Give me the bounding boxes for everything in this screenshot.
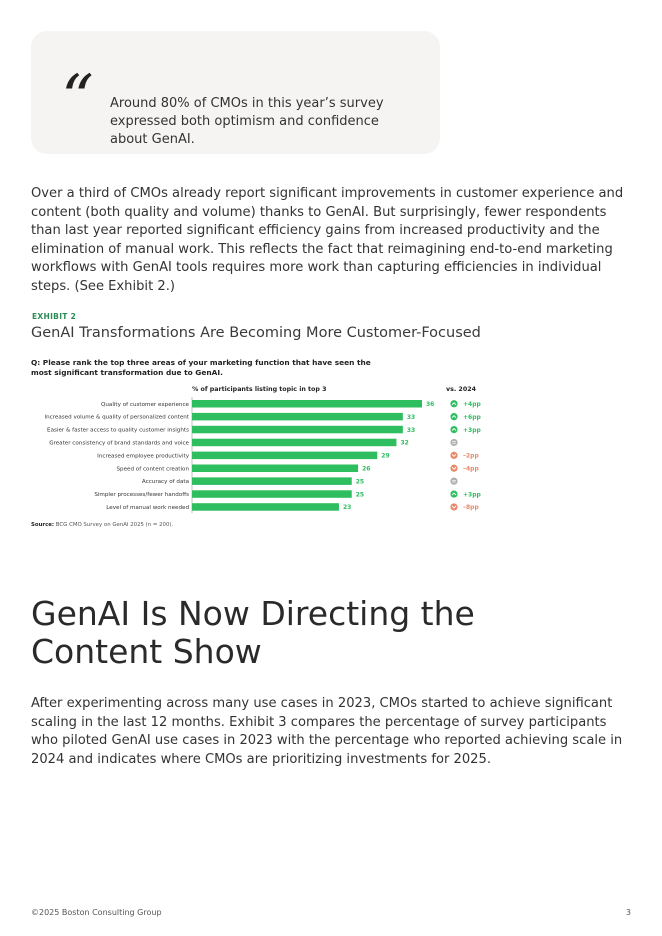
bar: [192, 400, 422, 408]
category-label: Easier & faster access to quality custom…: [47, 428, 189, 434]
change-label: +4pp: [463, 401, 481, 408]
category-label: Speed of content creation: [116, 466, 189, 472]
chart-change-header: vs. 2024: [446, 386, 477, 393]
bar: [192, 451, 378, 460]
exhibit-question: Q: Please rank the top three areas of yo…: [31, 358, 371, 377]
quote-mark: “: [61, 62, 94, 136]
category-label: Increased volume & quality of personaliz…: [44, 415, 189, 421]
section-heading: GenAI Is Now Directing the Content Show: [31, 594, 475, 671]
footer-copyright: ©2025 Boston Consulting Group: [31, 908, 162, 917]
quote-text: Around 80% of CMOs in this year’s survey…: [110, 96, 384, 147]
category-label: Level of manual work needed: [106, 505, 189, 511]
bar: [192, 425, 403, 434]
exhibit-title: GenAI Transformations Are Becoming More …: [31, 325, 481, 341]
bar: [192, 503, 339, 511]
chevron-up-icon: [451, 492, 457, 496]
data-label: 33: [407, 414, 415, 421]
change-label: +6pp: [463, 414, 481, 421]
data-label: 23: [343, 504, 351, 511]
exhibit-2: EXHIBIT 2 GenAI Transformations Are Beco…: [31, 310, 481, 528]
bar: [192, 464, 359, 472]
category-label: Increased employee productivity: [97, 453, 190, 459]
source-label: Source:: [31, 522, 55, 528]
change-label: –2pp: [463, 453, 479, 460]
body-paragraph-2: After experimenting across many use case…: [31, 696, 623, 767]
arrow-up-icon: [450, 425, 458, 434]
chevron-up-icon: [451, 427, 457, 431]
chevron-up-icon: [451, 415, 457, 418]
arrow-down-icon: [450, 503, 458, 511]
exhibit-label: EXHIBIT 2: [32, 312, 77, 321]
data-label: 29: [381, 453, 389, 460]
exhibit-source: Source: BCG CMO Survey on GenAI 2025 (n …: [31, 522, 173, 528]
chevron-down-icon: [451, 454, 457, 457]
source-text: BCG CMO Survey on GenAI 2025 (n = 200).: [54, 522, 174, 528]
body-paragraph-1: Over a third of CMOs already report sign…: [31, 186, 624, 294]
change-label: –8pp: [463, 504, 479, 511]
bar: [192, 412, 403, 421]
data-label: 32: [400, 440, 408, 447]
arrow-up-icon: [450, 413, 458, 421]
data-label: 33: [407, 427, 415, 434]
data-label: 36: [426, 401, 434, 408]
chevron-up-icon: [451, 402, 457, 406]
page-number: 3: [625, 908, 631, 917]
change-label: +3pp: [463, 427, 481, 434]
equal-icon: [450, 438, 458, 447]
chevron-down-icon: [451, 505, 457, 509]
category-label: Simpler processes/fewer handoffs: [94, 492, 189, 498]
bar-chart: % of participants listing topic in top 3…: [44, 386, 481, 514]
bar: [192, 438, 397, 447]
bar: [192, 477, 352, 485]
chevron-down-icon: [451, 466, 457, 470]
change-label: +3pp: [463, 491, 481, 498]
arrow-up-icon: [450, 400, 458, 408]
arrow-up-icon: [450, 490, 458, 498]
bar: [192, 490, 352, 498]
equal-icon: [450, 477, 458, 485]
data-label: 26: [362, 465, 370, 472]
chart-column-header: % of participants listing topic in top 3: [192, 386, 326, 393]
change-label: –4pp: [463, 465, 479, 472]
pull-quote: “ Around 80% of CMOs in this year’s surv…: [31, 31, 440, 154]
category-label: Greater consistency of brand standards a…: [49, 440, 189, 446]
data-label: 25: [356, 491, 364, 498]
category-label: Quality of customer experience: [101, 402, 190, 408]
data-label: 25: [356, 478, 364, 485]
arrow-down-icon: [450, 451, 458, 459]
arrow-down-icon: [450, 464, 458, 472]
category-label: Accuracy of data: [142, 479, 189, 485]
